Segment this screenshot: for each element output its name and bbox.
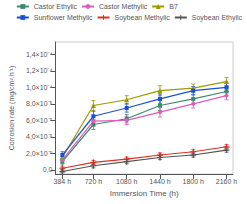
svg-text:1,0×10⁻⁴: 1,0×10⁻⁴ bbox=[26, 84, 53, 91]
svg-text:1080 h: 1080 h bbox=[116, 178, 138, 185]
svg-text:Corrosion rate (mg/cm².h⁻¹): Corrosion rate (mg/cm².h⁻¹) bbox=[8, 66, 16, 150]
svg-text:1440 h: 1440 h bbox=[149, 178, 171, 185]
svg-text:6,0×10⁻⁵: 6,0×10⁻⁵ bbox=[26, 117, 53, 124]
svg-text:Soybean Methylic: Soybean Methylic bbox=[115, 14, 171, 22]
svg-text:2,0×10⁻⁵: 2,0×10⁻⁵ bbox=[26, 150, 53, 157]
svg-text:720 h: 720 h bbox=[85, 178, 103, 185]
svg-text:384 h: 384 h bbox=[54, 178, 72, 185]
svg-text:0,0: 0,0 bbox=[43, 166, 53, 173]
svg-text:1,4×10⁻⁴: 1,4×10⁻⁴ bbox=[26, 51, 53, 58]
svg-text:Castor Methylic: Castor Methylic bbox=[99, 3, 148, 11]
svg-text:1800 h: 1800 h bbox=[183, 178, 205, 185]
svg-text:Soybean Ethylic: Soybean Ethylic bbox=[192, 14, 243, 22]
svg-text:1,2×10⁻⁴: 1,2×10⁻⁴ bbox=[26, 67, 53, 74]
svg-text:2160 h: 2160 h bbox=[216, 178, 238, 185]
svg-text:Immersion Time (h): Immersion Time (h) bbox=[110, 189, 179, 198]
svg-text:4,0×10⁻⁵: 4,0×10⁻⁵ bbox=[26, 133, 53, 140]
svg-text:Sunflower Methylic: Sunflower Methylic bbox=[34, 14, 93, 22]
svg-text:8,0×10⁻⁵: 8,0×10⁻⁵ bbox=[26, 100, 53, 107]
svg-text:Castor Ethylic: Castor Ethylic bbox=[34, 3, 78, 11]
svg-text:B7: B7 bbox=[169, 3, 178, 10]
